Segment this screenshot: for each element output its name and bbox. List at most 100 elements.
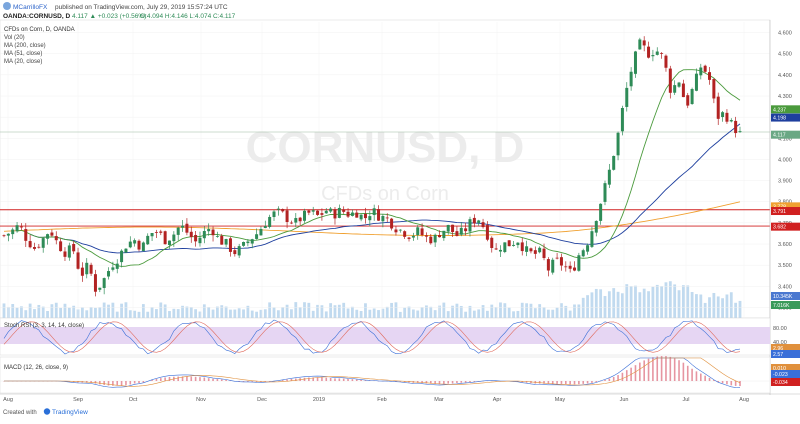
volume-bar [103, 303, 106, 318]
candle-body [207, 229, 210, 231]
candle-body [155, 232, 158, 233]
volume-bar [325, 311, 328, 318]
volume-bar [569, 311, 572, 318]
candle-body [342, 209, 345, 211]
volume-bar [564, 306, 567, 318]
candle-body [164, 231, 167, 244]
volume-bar [238, 308, 241, 318]
macd-bar [99, 381, 101, 384]
macd-bar [221, 379, 223, 381]
candle-body [499, 250, 502, 252]
volume-bar [651, 287, 654, 318]
volume-bar [299, 307, 302, 318]
candle-body [124, 249, 127, 253]
volume-bar [229, 310, 232, 318]
candle-body [129, 242, 132, 248]
macd-bar [108, 381, 110, 386]
macd-bar [247, 381, 249, 382]
candle-body [577, 255, 580, 271]
macd-bar [225, 380, 227, 381]
macd-bar [539, 381, 541, 384]
candle-body [220, 236, 223, 245]
candle-body [617, 133, 620, 155]
volume-bar [512, 311, 515, 318]
candle-body [669, 69, 672, 93]
macd-bar [208, 378, 210, 381]
volume-bar [360, 311, 363, 318]
macd-bar [217, 379, 219, 381]
volume-bar [608, 291, 611, 318]
volume-bar [303, 302, 306, 318]
volume-bar [647, 291, 650, 318]
candle-body [381, 216, 384, 221]
volume-bar [604, 296, 607, 318]
volume-bar [37, 305, 40, 318]
candle-body [603, 183, 606, 202]
candle-body [464, 228, 467, 231]
volume-bar [464, 312, 467, 318]
change-text: 4.117 ▲ +0.023 (+0.56%) [72, 13, 146, 20]
volume-bar [11, 304, 14, 318]
publisher-name[interactable]: MCarrilloFX [13, 4, 48, 11]
candle-body [351, 213, 354, 216]
macd-bar [726, 381, 728, 384]
volume-bar [399, 312, 402, 318]
candle-body [368, 216, 371, 220]
legend-vol: Vol (20) [4, 35, 25, 41]
stoch-label: Stoch RSI (3, 3, 14, 14, close) [4, 323, 84, 329]
footer-brand[interactable]: TradingView [52, 409, 88, 416]
candle-body [482, 222, 485, 227]
macd-bar [678, 360, 680, 381]
candle-body [534, 250, 537, 254]
volume-bar [159, 302, 162, 318]
candle-body [168, 241, 171, 245]
candle-body [312, 210, 315, 211]
candle-body [416, 227, 419, 235]
volume-bar [469, 306, 472, 318]
candle-body [24, 229, 27, 241]
volume-bar [638, 292, 641, 318]
candle-body [107, 271, 110, 276]
volume-bar [168, 311, 171, 318]
macd-label: MACD (12, 26, close, 9) [4, 365, 68, 371]
candle-body [255, 234, 258, 239]
candle-body [425, 235, 428, 236]
macd-bar [330, 378, 332, 381]
candle-body [294, 218, 297, 223]
volume-bar [730, 292, 733, 318]
volume-bar [146, 312, 149, 318]
macd-bar [447, 381, 449, 384]
candle-body [181, 226, 184, 228]
macd-bar [116, 381, 118, 386]
candle-body [286, 210, 289, 222]
volume-bar [503, 303, 506, 318]
macd-bar [683, 363, 685, 381]
price-tick-label: 4.600 [778, 31, 792, 37]
candle-body [682, 84, 685, 98]
candle-body [538, 248, 541, 252]
candle-body [686, 95, 689, 105]
volume-bar [59, 308, 62, 318]
candle-body [569, 266, 572, 269]
macd-bar [469, 381, 471, 382]
macd-bar [443, 381, 445, 384]
volume-bar [682, 285, 685, 318]
candle-body [543, 249, 546, 258]
macd-bar [347, 379, 349, 381]
volume-bar [577, 304, 580, 318]
macd-bar [626, 370, 628, 381]
candle-body [68, 245, 71, 257]
candle-body [691, 89, 694, 104]
candle-body [138, 241, 141, 250]
macd-bar [635, 365, 637, 381]
volume-bar [347, 309, 350, 318]
candle-body [11, 230, 14, 235]
macd-bar [587, 381, 589, 383]
candle-body [233, 250, 236, 254]
volume-bar [29, 304, 32, 318]
volume-bar [342, 303, 345, 318]
volume-bar [390, 303, 393, 318]
candle-body [455, 231, 458, 236]
volume-bar [177, 309, 180, 318]
